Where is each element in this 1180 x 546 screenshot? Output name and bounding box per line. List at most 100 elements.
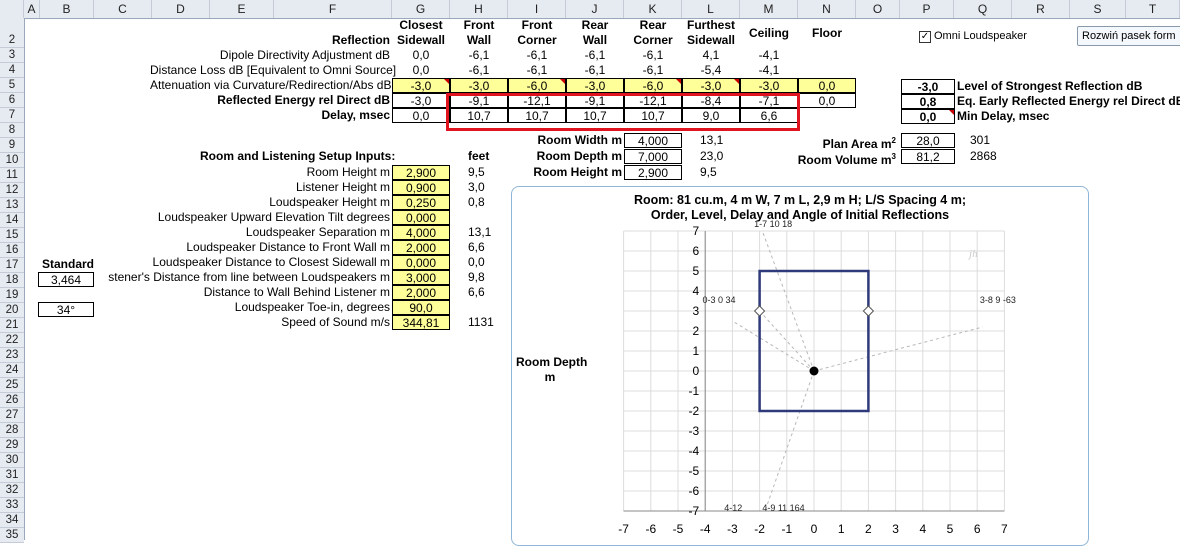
input-value[interactable]: 0,900 bbox=[392, 180, 450, 195]
column-header-n[interactable]: N bbox=[798, 0, 856, 18]
row-header-9[interactable]: 9 bbox=[0, 138, 24, 153]
table-cell[interactable]: -6,0 bbox=[508, 78, 566, 93]
row-header-22[interactable]: 22 bbox=[0, 333, 24, 348]
row-header-3[interactable]: 3 bbox=[0, 48, 24, 63]
room-depth-value[interactable]: 7,000 bbox=[624, 149, 682, 164]
row-header-33[interactable]: 33 bbox=[0, 498, 24, 513]
table-cell[interactable]: -3,0 bbox=[392, 93, 450, 108]
row-header-16[interactable]: 16 bbox=[0, 243, 24, 258]
table-cell[interactable]: -6,1 bbox=[468, 63, 490, 77]
column-header-o[interactable]: O bbox=[856, 0, 900, 18]
table-cell[interactable]: -6,1 bbox=[642, 63, 664, 77]
input-value[interactable]: 4,000 bbox=[392, 225, 450, 240]
row-header-15[interactable]: 15 bbox=[0, 228, 24, 243]
table-cell[interactable]: -4,1 bbox=[758, 48, 780, 62]
table-cell[interactable]: -6,1 bbox=[526, 48, 548, 62]
row-header-25[interactable]: 25 bbox=[0, 378, 24, 393]
table-cell[interactable]: -3,0 bbox=[682, 78, 740, 93]
row-header-13[interactable]: 13 bbox=[0, 198, 24, 213]
column-header-t[interactable]: T bbox=[1126, 0, 1180, 18]
standard-value[interactable]: 3,464 bbox=[38, 272, 94, 287]
column-header-m[interactable]: M bbox=[740, 0, 798, 18]
table-cell[interactable]: 0,0 bbox=[392, 108, 450, 123]
row-header-7[interactable]: 7 bbox=[0, 108, 24, 123]
input-value[interactable]: 0,000 bbox=[392, 255, 450, 270]
column-header-e[interactable]: E bbox=[210, 0, 274, 18]
column-header-l[interactable]: L bbox=[682, 0, 740, 18]
table-cell[interactable] bbox=[798, 63, 856, 78]
column-header-g[interactable]: G bbox=[392, 0, 450, 18]
room-width-value[interactable]: 4,000 bbox=[624, 133, 682, 148]
table-cell[interactable]: -4,1 bbox=[758, 63, 780, 77]
column-header-f[interactable]: F bbox=[274, 0, 392, 18]
row-header-6[interactable]: 6 bbox=[0, 93, 24, 108]
early-energy-value[interactable]: 0,8 bbox=[901, 94, 955, 109]
table-cell[interactable]: 10,7 bbox=[566, 108, 624, 123]
row-header-18[interactable]: 18 bbox=[0, 273, 24, 288]
row-header-34[interactable]: 34 bbox=[0, 513, 24, 528]
column-header-j[interactable]: J bbox=[566, 0, 624, 18]
column-header-q[interactable]: Q bbox=[954, 0, 1012, 18]
column-header-p[interactable]: P bbox=[900, 0, 954, 18]
column-header-s[interactable]: S bbox=[1070, 0, 1126, 18]
row-header-2[interactable]: 2 bbox=[0, 33, 24, 48]
row-header-20[interactable]: 20 bbox=[0, 303, 24, 318]
table-cell[interactable]: -6,0 bbox=[624, 78, 682, 93]
table-cell[interactable]: -3,0 bbox=[740, 78, 798, 93]
min-delay-value[interactable]: 0,0 bbox=[901, 109, 955, 124]
row-header-8[interactable]: 8 bbox=[0, 123, 24, 138]
column-header-h[interactable]: H bbox=[450, 0, 508, 18]
row-header-11[interactable]: 11 bbox=[0, 168, 24, 183]
select-all-corner[interactable] bbox=[0, 0, 24, 18]
table-cell[interactable]: -6,1 bbox=[468, 48, 490, 62]
row-header-31[interactable]: 31 bbox=[0, 468, 24, 483]
table-cell[interactable]: -6,1 bbox=[642, 48, 664, 62]
expand-formula-bar-button[interactable]: Rozwiń pasek form bbox=[1077, 26, 1180, 46]
reflection-chart[interactable]: Room: 81 cu.m, 4 m W, 7 m L, 2,9 m H; L/… bbox=[511, 186, 1089, 546]
table-cell[interactable]: 9,0 bbox=[682, 108, 740, 123]
input-value[interactable]: 344,81 bbox=[392, 315, 450, 330]
strongest-reflection-value[interactable]: -3,0 bbox=[901, 79, 955, 94]
row-header-29[interactable]: 29 bbox=[0, 438, 24, 453]
row-header-5[interactable]: 5 bbox=[0, 78, 24, 93]
room-height-value[interactable]: 2,900 bbox=[624, 165, 682, 180]
table-cell[interactable]: 0,0 bbox=[798, 78, 856, 93]
row-header-14[interactable]: 14 bbox=[0, 213, 24, 228]
input-value[interactable]: 0,250 bbox=[392, 195, 450, 210]
column-header-r[interactable]: R bbox=[1012, 0, 1070, 18]
column-header-d[interactable]: D bbox=[152, 0, 210, 18]
input-value[interactable]: 90,0 bbox=[392, 300, 450, 315]
column-header-i[interactable]: I bbox=[508, 0, 566, 18]
row-header-24[interactable]: 24 bbox=[0, 363, 24, 378]
row-header-12[interactable]: 12 bbox=[0, 183, 24, 198]
standard-angle[interactable]: 34° bbox=[38, 302, 94, 317]
column-header-c[interactable]: C bbox=[94, 0, 152, 18]
column-header-k[interactable]: K bbox=[624, 0, 682, 18]
row-header-10[interactable]: 10 bbox=[0, 153, 24, 168]
input-value[interactable]: 0,000 bbox=[392, 210, 450, 225]
table-cell[interactable] bbox=[798, 48, 856, 63]
input-value[interactable]: 3,000 bbox=[392, 270, 450, 285]
row-header-35[interactable]: 35 bbox=[0, 528, 24, 543]
table-cell[interactable]: 10,7 bbox=[508, 108, 566, 123]
row-header-26[interactable]: 26 bbox=[0, 393, 24, 408]
input-value[interactable]: 2,000 bbox=[392, 240, 450, 255]
row-header-21[interactable]: 21 bbox=[0, 318, 24, 333]
omni-loudspeaker-checkbox[interactable]: ✓ bbox=[919, 31, 931, 43]
room-volume-value[interactable]: 81,2 bbox=[901, 149, 955, 164]
table-cell[interactable]: 0,0 bbox=[412, 63, 430, 77]
table-cell[interactable]: 10,7 bbox=[450, 108, 508, 123]
table-cell[interactable]: 10,7 bbox=[624, 108, 682, 123]
table-cell[interactable]: 0,0 bbox=[412, 48, 430, 62]
table-cell[interactable] bbox=[798, 108, 856, 123]
row-header-32[interactable]: 32 bbox=[0, 483, 24, 498]
column-header-b[interactable]: B bbox=[40, 0, 94, 18]
table-cell[interactable]: 0,0 bbox=[798, 93, 856, 108]
row-header-4[interactable]: 4 bbox=[0, 63, 24, 78]
plan-area-value[interactable]: 28,0 bbox=[901, 133, 955, 148]
row-header-17[interactable]: 17 bbox=[0, 258, 24, 273]
table-cell[interactable]: -3,0 bbox=[566, 78, 624, 93]
table-cell[interactable]: -3,0 bbox=[392, 78, 450, 93]
table-cell[interactable]: -6,1 bbox=[584, 48, 606, 62]
column-header-a[interactable]: A bbox=[24, 0, 40, 18]
